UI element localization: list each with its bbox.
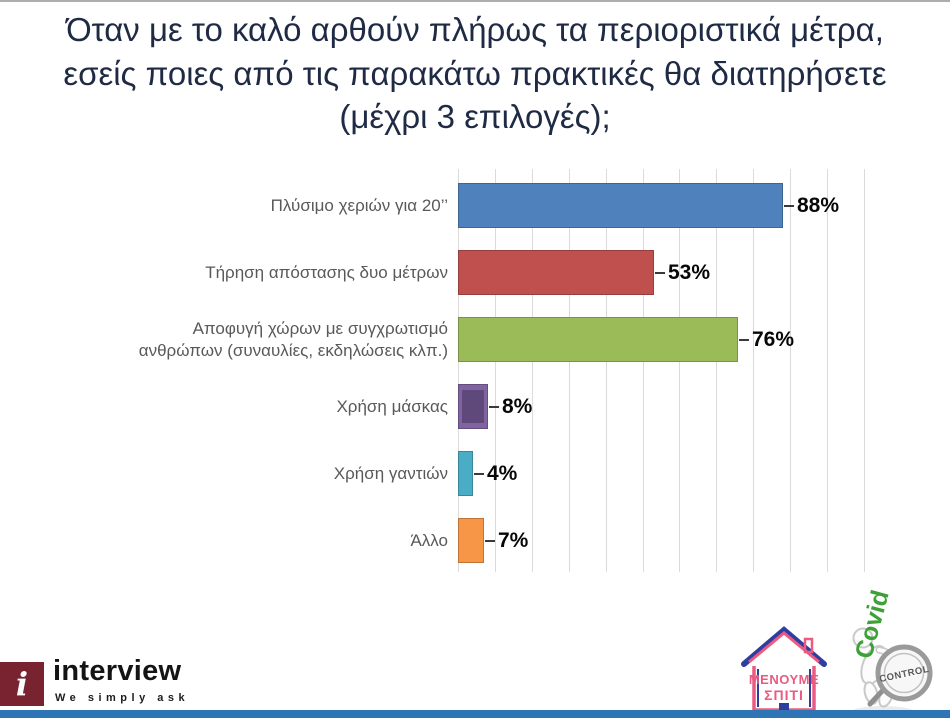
bar <box>458 183 783 228</box>
chart-row: Χρήση γαντιών 4% <box>0 440 950 507</box>
bar <box>458 451 473 496</box>
gridline <box>716 169 717 572</box>
interview-logo-letter: i <box>15 665 29 703</box>
category-label: Άλλο <box>410 530 448 550</box>
gridline <box>532 169 533 572</box>
category-label: Χρήση μάσκας <box>336 396 448 416</box>
gridline <box>495 169 496 572</box>
magnifier-glass <box>875 644 933 702</box>
menoume-spiti-logo: ΜΕΝΟΥΜΕ ΣΠΙΤΙ <box>741 626 827 712</box>
leader-line <box>485 539 495 542</box>
interview-logo-icon: i <box>0 662 44 706</box>
chart-gridlines <box>458 169 868 572</box>
leader-line <box>784 204 794 207</box>
gridline <box>606 169 607 572</box>
gridline <box>864 169 865 572</box>
bar <box>458 317 738 362</box>
bar-chart: Πλύσιμο χεριών για 20’’ 88% Τήρηση απόστ… <box>0 169 950 574</box>
bar <box>458 384 488 429</box>
house-door <box>779 703 789 710</box>
house-chimney <box>803 637 814 654</box>
title-line-2: εσείς ποιες από τις παρακάτω πρακτικές θ… <box>63 54 887 92</box>
value-label: 8% <box>502 394 533 418</box>
bottom-accent-bar <box>0 710 950 718</box>
gridline <box>827 169 828 572</box>
covid-control-mascot: CONTROL Covid <box>850 587 933 716</box>
gridline <box>679 169 680 572</box>
value-label: 4% <box>487 461 518 485</box>
chart-row: Αποφυγή χώρων με συγχρωτισμό ανθρώπων (σ… <box>0 306 950 373</box>
value-label: 53% <box>668 260 711 284</box>
gridline <box>790 169 791 572</box>
campaign-text-line2: ΣΠΙΤΙ <box>764 687 804 703</box>
chart-title: Όταν με το καλό αρθούν πλήρως τα περιορι… <box>10 8 940 139</box>
chart-row: Χρήση μάσκας 8% <box>0 373 950 440</box>
value-label: 76% <box>752 327 795 351</box>
brand-name: interview <box>53 655 182 687</box>
chart-row: Άλλο 7% <box>0 507 950 574</box>
category-label: Τήρηση απόστασης δυο μέτρων <box>205 262 448 282</box>
mascot-head <box>852 627 874 649</box>
campaign-text-line1: ΜΕΝΟΥΜΕ <box>749 672 819 687</box>
stamp-inner-ring <box>883 652 925 694</box>
gridline <box>643 169 644 572</box>
chart-row: Πλύσιμο χεριών για 20’’ 88% <box>0 172 950 239</box>
category-label: Πλύσιμο χεριών για 20’’ <box>270 195 448 215</box>
gridline <box>753 169 754 572</box>
leader-line <box>474 472 484 475</box>
title-line-1: Όταν με το καλό αρθούν πλήρως τα περιορι… <box>66 11 884 48</box>
category-label: Χρήση γαντιών <box>333 463 448 483</box>
bar-inner-highlight <box>462 390 484 423</box>
bar <box>458 518 484 563</box>
gridline <box>569 169 570 572</box>
gridline <box>458 169 459 572</box>
bar <box>458 250 654 295</box>
title-line-3: (μέχρι 3 επιλογές); <box>339 98 611 136</box>
chart-rows: Πλύσιμο χεριών για 20’’ 88% Τήρηση απόστ… <box>0 172 950 574</box>
chart-row: Τήρηση απόστασης δυο μέτρων 53% <box>0 239 950 306</box>
value-label: 7% <box>498 528 529 552</box>
value-label: 88% <box>797 193 840 217</box>
leader-line <box>739 338 749 341</box>
category-label: Αποφυγή χώρων με συγχρωτισμό ανθρώπων (σ… <box>138 319 448 360</box>
leader-line <box>489 405 499 408</box>
leader-line <box>655 271 665 274</box>
brand-tagline: We simply ask <box>55 692 190 704</box>
